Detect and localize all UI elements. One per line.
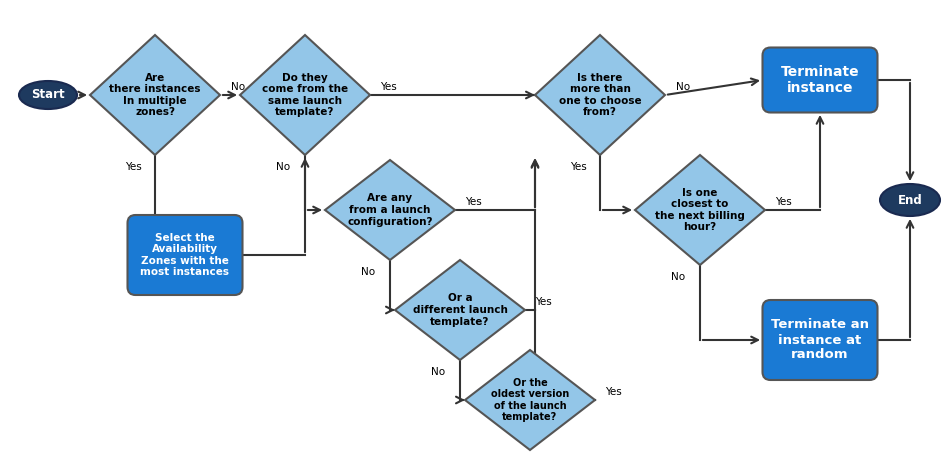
Text: Yes: Yes [534,297,551,307]
FancyBboxPatch shape [763,47,878,113]
Text: No: No [231,82,245,92]
Polygon shape [465,350,595,450]
Text: No: No [361,267,375,277]
Ellipse shape [19,81,77,109]
Text: Or the
oldest version
of the launch
template?: Or the oldest version of the launch temp… [491,378,569,423]
Text: No: No [671,272,685,282]
Text: Is one
closest to
the next billing
hour?: Is one closest to the next billing hour? [655,188,745,233]
Polygon shape [535,35,665,155]
Text: Yes: Yes [464,197,481,207]
Text: No: No [431,367,445,377]
Text: Yes: Yes [569,162,586,172]
Text: Do they
come from the
same launch
template?: Do they come from the same launch templa… [261,73,348,117]
Polygon shape [635,155,765,265]
Text: Start: Start [31,89,65,101]
Text: Terminate an
instance at
random: Terminate an instance at random [771,318,869,362]
Polygon shape [90,35,220,155]
Text: Terminate
instance: Terminate instance [781,65,859,95]
Text: Is there
more than
one to choose
from?: Is there more than one to choose from? [559,73,641,117]
Text: End: End [898,194,922,206]
Text: Select the
Availability
Zones with the
most instances: Select the Availability Zones with the m… [141,233,229,277]
Text: No: No [276,162,290,172]
Polygon shape [325,160,455,260]
Text: No: No [676,82,690,92]
Text: Yes: Yes [379,82,396,92]
Polygon shape [240,35,370,155]
Text: Or a
different launch
template?: Or a different launch template? [413,294,508,326]
Text: Are
there instances
In multiple
zones?: Are there instances In multiple zones? [110,73,201,117]
Text: Yes: Yes [125,162,142,172]
Text: Are any
from a launch
configuration?: Are any from a launch configuration? [347,193,432,227]
Polygon shape [395,260,525,360]
Text: Yes: Yes [604,387,621,397]
Text: Yes: Yes [775,197,791,207]
FancyBboxPatch shape [127,215,243,295]
Ellipse shape [880,184,940,216]
FancyBboxPatch shape [763,300,878,380]
